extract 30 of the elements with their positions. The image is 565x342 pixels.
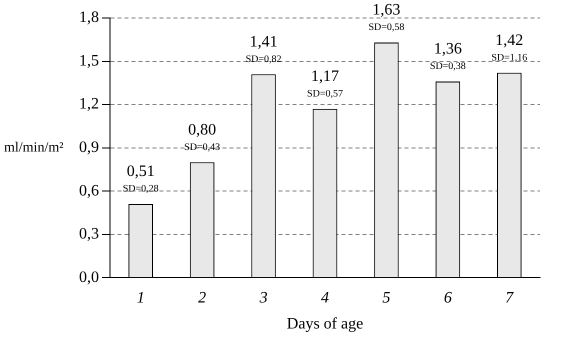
data-label: 1,63 [372,2,400,19]
x-tick-label: 7 [505,289,514,306]
data-label: 0,51 [126,163,155,180]
y-tick-label: 0,6 [79,182,99,200]
data-label: 1,36 [434,40,462,58]
x-tick-label: 3 [258,289,268,306]
annotation: SD=0,82 [246,54,282,65]
y-axis-title: ml/min/m² [4,140,64,156]
annotation: SD=0,38 [430,61,466,72]
y-tick-label: 1,5 [79,52,99,70]
y-tick-label: 0,9 [79,139,99,156]
y-tick-label: 1,2 [79,96,99,113]
annotation: SD=0,58 [368,22,404,34]
annotation: SD=0,28 [122,184,159,195]
y-tick-label: 0,0 [79,268,99,286]
data-label: 1,41 [250,33,278,50]
x-tick-label: 4 [321,289,329,306]
y-tick-label: 1,8 [79,9,99,26]
y-tick-label: 0,3 [79,226,99,243]
x-tick-label: 5 [382,289,390,306]
x-tick-label: 2 [198,289,206,306]
data-label: 1,17 [311,68,339,86]
annotation: SD=0,43 [184,142,220,153]
x-axis-title: Days of age [286,316,364,333]
data-label: 0,80 [188,121,216,138]
annotation: SD=0,57 [307,88,343,100]
x-tick-label: 1 [136,289,145,306]
x-tick-label: 6 [444,289,452,306]
data-label: 1,42 [495,32,524,50]
annotation: SD=1,16 [491,52,528,64]
